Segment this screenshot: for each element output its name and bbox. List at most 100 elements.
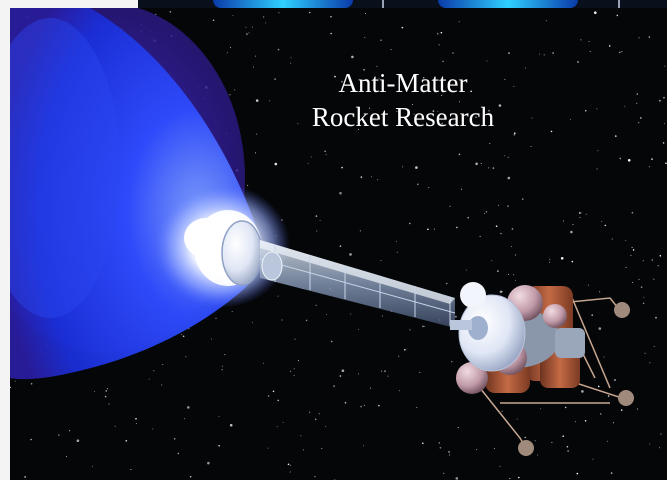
star xyxy=(587,284,589,286)
star xyxy=(352,115,353,117)
star xyxy=(417,183,419,186)
star xyxy=(330,340,333,343)
star xyxy=(256,133,258,135)
star xyxy=(358,128,359,130)
star xyxy=(378,77,380,79)
star xyxy=(499,465,501,467)
star xyxy=(570,119,572,121)
star xyxy=(185,356,187,358)
star xyxy=(458,153,461,156)
star xyxy=(396,110,398,112)
star xyxy=(58,434,60,436)
star xyxy=(518,476,520,479)
star xyxy=(325,426,327,427)
star xyxy=(488,167,490,169)
star xyxy=(441,122,444,125)
star xyxy=(310,156,312,158)
star xyxy=(422,77,425,79)
star xyxy=(579,216,581,218)
star xyxy=(419,371,421,373)
star xyxy=(443,472,445,474)
star xyxy=(303,449,305,451)
star xyxy=(631,282,633,283)
star xyxy=(269,100,271,102)
star xyxy=(384,370,386,372)
star xyxy=(499,290,503,294)
star xyxy=(485,211,488,213)
star xyxy=(325,314,327,315)
star xyxy=(290,57,292,59)
star xyxy=(531,117,533,119)
star xyxy=(341,166,343,169)
star xyxy=(293,368,295,370)
star xyxy=(162,364,164,366)
star xyxy=(316,230,318,232)
star xyxy=(659,255,662,257)
caption-line-1: Anti-Matter xyxy=(338,68,468,98)
payload-module xyxy=(450,282,634,456)
star xyxy=(297,123,299,125)
star xyxy=(357,329,359,330)
star xyxy=(363,404,365,406)
star xyxy=(655,316,657,319)
star xyxy=(378,404,380,407)
star xyxy=(642,302,645,305)
star xyxy=(324,150,326,153)
star xyxy=(627,159,631,162)
star xyxy=(76,439,80,443)
star xyxy=(308,11,311,14)
star xyxy=(234,89,236,91)
star xyxy=(187,406,190,409)
star xyxy=(413,113,415,115)
star xyxy=(321,447,323,449)
star xyxy=(255,55,256,57)
star xyxy=(398,355,400,357)
star xyxy=(136,423,138,425)
star xyxy=(659,447,661,449)
star xyxy=(155,13,157,15)
star xyxy=(493,447,495,449)
star xyxy=(615,135,617,137)
star xyxy=(339,245,342,247)
star xyxy=(106,388,108,390)
star xyxy=(607,395,610,397)
star xyxy=(596,168,598,170)
star xyxy=(620,409,623,411)
star xyxy=(422,325,424,328)
star xyxy=(415,166,418,169)
star xyxy=(404,349,406,351)
star xyxy=(433,228,435,230)
star xyxy=(409,222,411,225)
star xyxy=(597,385,600,388)
star xyxy=(289,471,291,473)
star xyxy=(458,101,460,103)
star xyxy=(539,53,541,55)
star xyxy=(549,258,551,260)
star xyxy=(351,55,354,59)
star xyxy=(438,442,441,444)
star xyxy=(10,386,11,388)
star xyxy=(30,438,32,441)
star xyxy=(580,212,582,214)
star xyxy=(570,230,573,234)
star xyxy=(566,445,569,448)
star xyxy=(398,390,400,392)
nozzle-disc xyxy=(221,220,263,286)
star xyxy=(465,269,467,271)
star xyxy=(497,270,499,272)
star xyxy=(580,39,582,41)
star xyxy=(221,365,223,367)
star xyxy=(267,395,270,397)
star xyxy=(263,16,265,18)
star xyxy=(601,220,603,222)
star xyxy=(624,105,626,107)
star xyxy=(651,158,653,160)
star xyxy=(455,315,457,318)
star xyxy=(467,216,470,219)
star xyxy=(438,44,440,46)
star xyxy=(509,478,511,479)
star xyxy=(255,152,257,154)
star xyxy=(360,405,362,408)
star xyxy=(276,426,278,428)
star xyxy=(500,232,502,235)
